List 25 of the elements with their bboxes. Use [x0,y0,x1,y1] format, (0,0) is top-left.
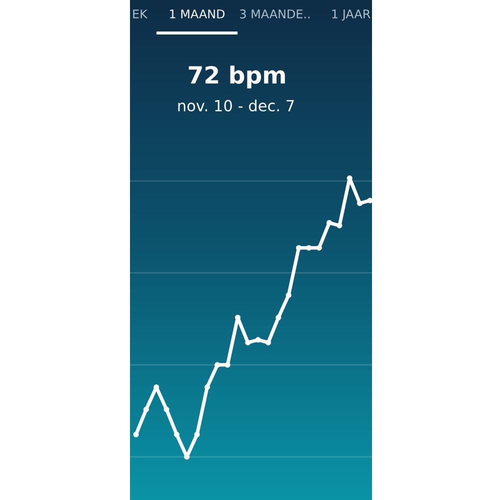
point [204,384,210,390]
point [357,200,363,206]
point [245,340,251,346]
point [336,222,342,228]
point [143,406,149,412]
point [174,432,180,438]
point [255,337,261,343]
point [224,362,230,368]
point [214,362,220,368]
point [326,220,332,226]
point [306,245,312,251]
text: 3 MAANDE.. [240,9,310,18]
text: 1 MAAND [170,10,225,18]
chart-title: 72 bpm [188,66,285,88]
point [265,340,272,346]
point [286,292,292,298]
point [276,314,282,320]
point [164,406,170,412]
point [367,198,372,204]
point [194,432,200,438]
text: 1 JAAR [332,10,370,21]
text: EK [133,10,148,18]
point [316,245,322,251]
point [133,432,139,438]
chart-subtitle: nov. 10 - dec. 7 [178,100,294,112]
